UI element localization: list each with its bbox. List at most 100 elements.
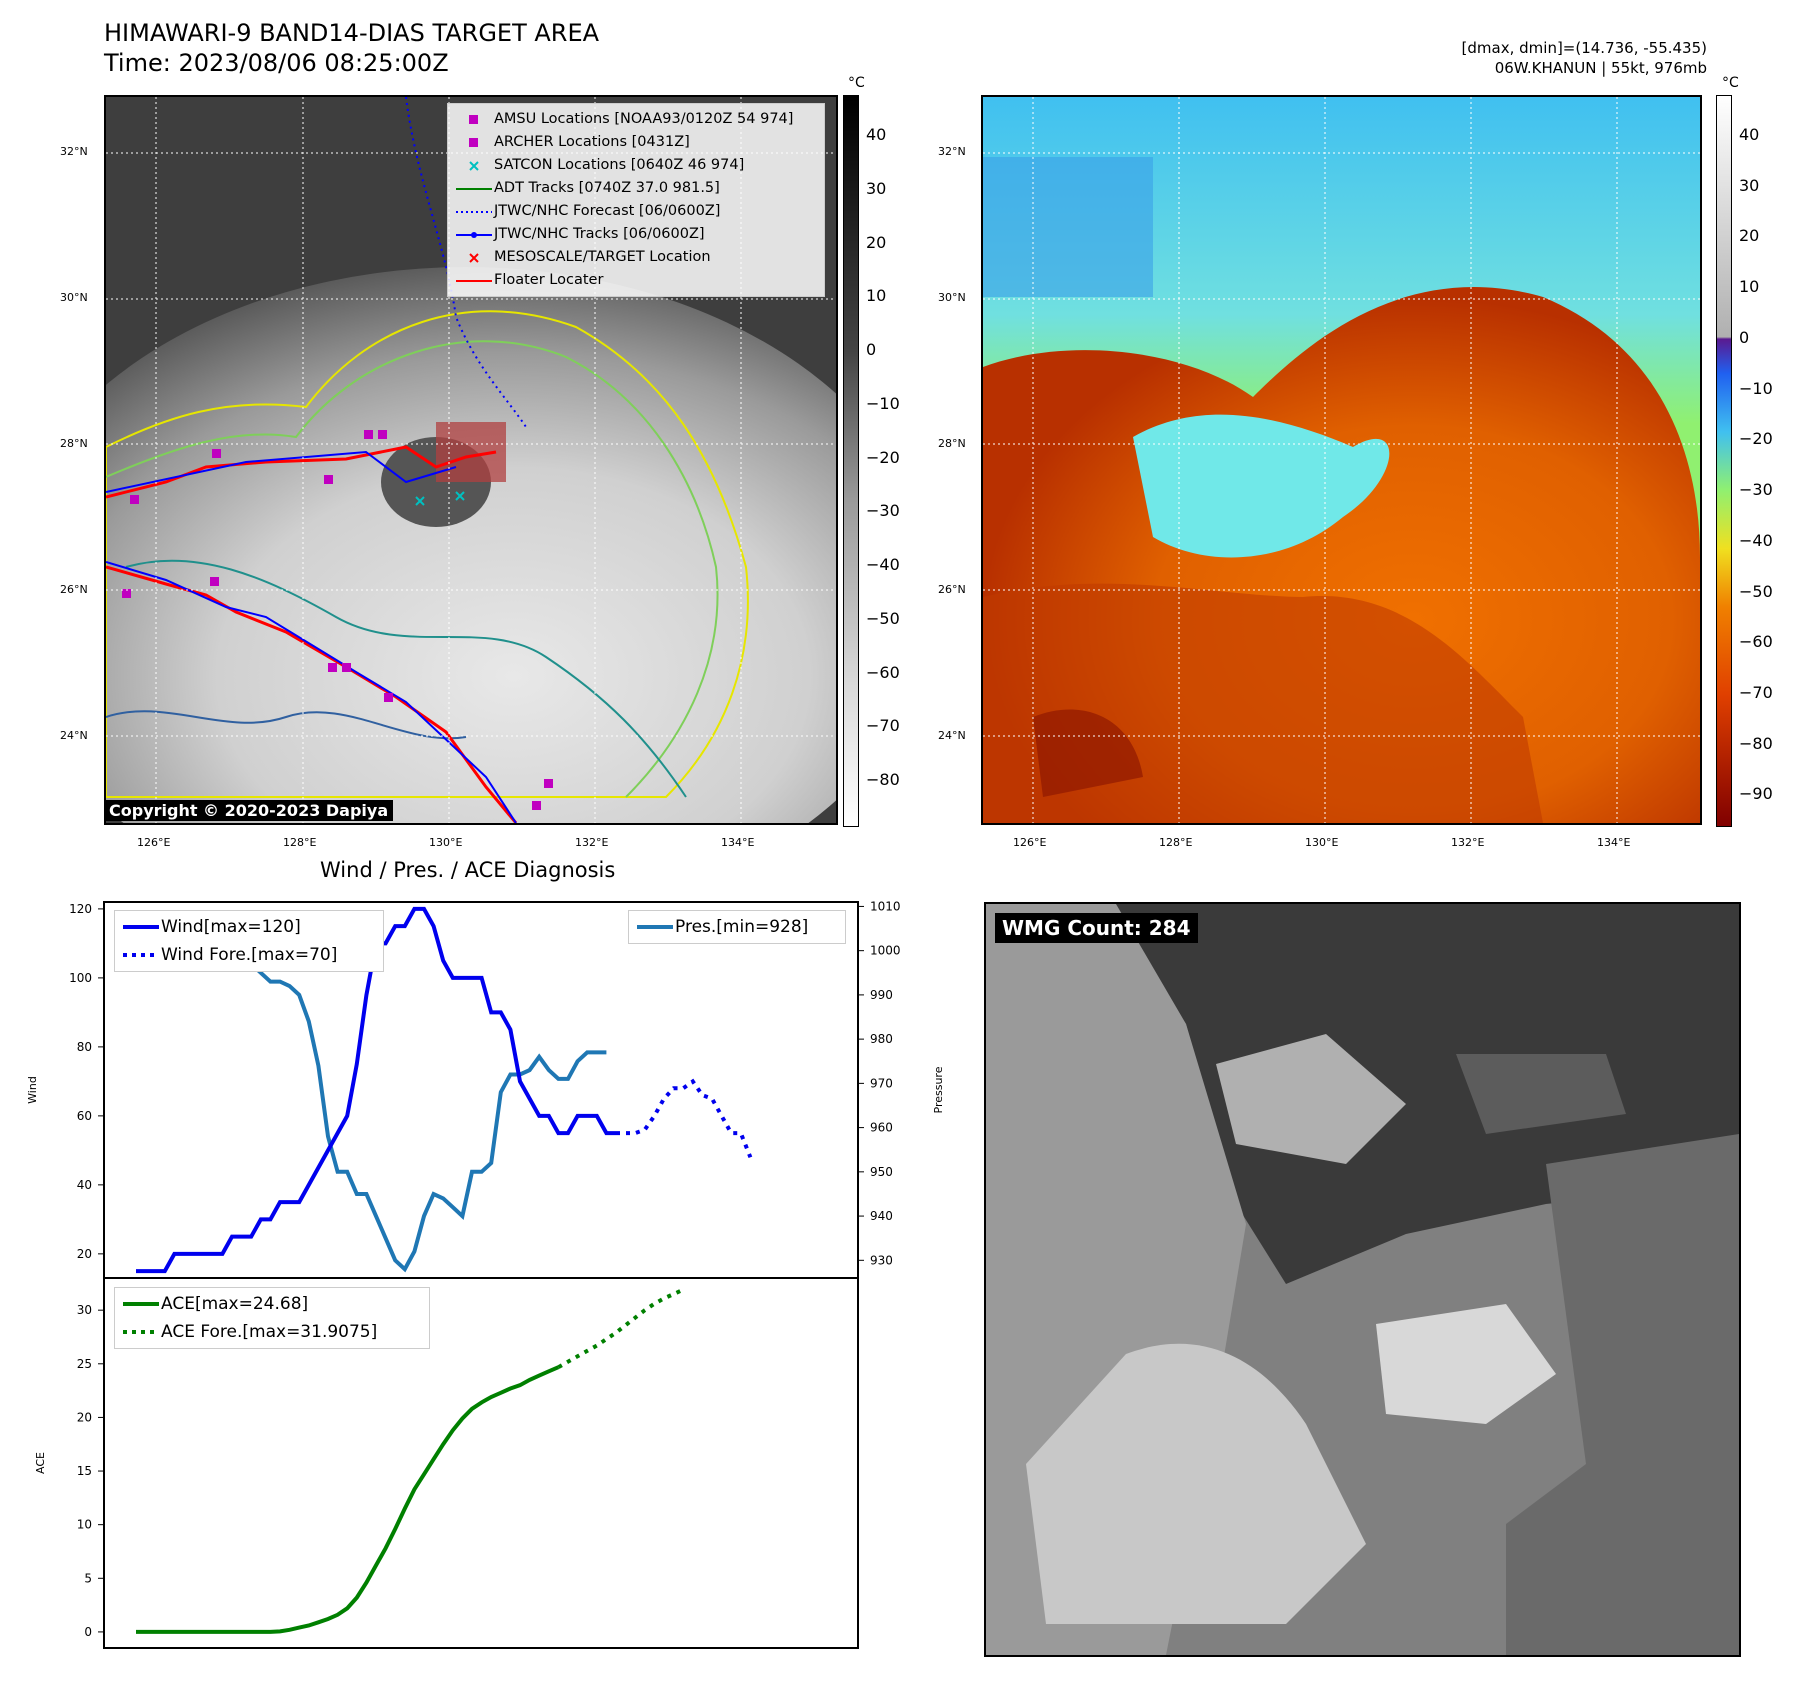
- ace-tick-label: 30: [77, 1303, 92, 1317]
- enhanced-map-canvas: [983, 97, 1700, 823]
- lat-tick: 30°N: [938, 291, 966, 304]
- colorbar-tick: −90: [1739, 784, 1773, 804]
- lon-tick: 132°E: [575, 836, 609, 849]
- legend-item-target: MESOSCALE/TARGET Location: [454, 246, 818, 269]
- contour-blue: [106, 710, 467, 740]
- lat-tick: 26°N: [60, 583, 88, 596]
- colorbar-tick: 0: [866, 340, 877, 359]
- x-marker-icon: [454, 252, 494, 263]
- colorbar-tick: 20: [866, 232, 887, 252]
- colorbar-tick: −20: [1739, 429, 1773, 449]
- colorbar-tick: −10: [866, 393, 900, 413]
- pressure-tick-label: 940: [870, 1209, 893, 1223]
- colorbar-tick: 10: [866, 286, 887, 306]
- dotted-line-icon: [454, 210, 494, 214]
- colorbar-tick: 30: [866, 178, 887, 198]
- copyright-badge: Copyright © 2020-2023 Dapiya: [104, 800, 394, 821]
- colorbar-left-unit: °C: [848, 75, 865, 91]
- legend-item-wind-forecast: Wind Fore.[max=70]: [121, 941, 377, 969]
- wind-yticks: 20 40 60 80 100 120: [69, 902, 104, 1261]
- lat-tick: 28°N: [938, 437, 966, 450]
- colorbar-tick: 40: [1739, 125, 1760, 144]
- wmg-mid-region: [1506, 1134, 1739, 1655]
- pressure-axis-label: Pressure: [932, 1066, 945, 1113]
- legend-item-jtwc-tracks: JTWC/NHC Tracks [06/0600Z]: [454, 223, 818, 246]
- line-icon: [635, 925, 675, 929]
- title-line-2: Time: 2023/08/06 08:25:00Z: [104, 49, 449, 77]
- colorbar-tick: −80: [866, 770, 900, 789]
- wind-legend: Wind[max=120] Wind Fore.[max=70]: [114, 910, 384, 972]
- lat-tick: 28°N: [60, 437, 88, 450]
- amsu-archer-markers: [122, 430, 553, 810]
- lat-tick: 24°N: [938, 729, 966, 742]
- contour-yellow: [106, 310, 749, 798]
- legend-item-amsu: AMSU Locations [NOAA93/0120Z 54 974]: [454, 108, 818, 131]
- jtwc-track-south: [106, 561, 517, 823]
- wind-tick-label: 60: [77, 1109, 92, 1123]
- colorbar-tick: −60: [1739, 632, 1773, 652]
- lon-tick: 126°E: [137, 836, 171, 849]
- lon-tick: 134°E: [1597, 836, 1631, 849]
- enhanced-ir-map-panel: [981, 95, 1702, 825]
- legend-item-satcon: SATCON Locations [0640Z 46 974]: [454, 154, 818, 177]
- wmg-light-region: [1026, 1343, 1366, 1624]
- colorbar-tick: −50: [866, 608, 900, 628]
- deep-convection: [1033, 709, 1143, 797]
- dry-slot: [1133, 414, 1390, 558]
- wind-tick-label: 20: [77, 1247, 92, 1261]
- figure-title: HIMAWARI-9 BAND14-DIAS TARGET AREA Time:…: [104, 18, 599, 78]
- ace-tick-label: 20: [77, 1410, 92, 1424]
- ace-tick-label: 15: [77, 1464, 92, 1478]
- title-line-1: HIMAWARI-9 BAND14-DIAS TARGET AREA: [104, 19, 600, 47]
- legend-item-ace: ACE[max=24.68]: [121, 1290, 423, 1318]
- wmg-light-cell: [1216, 1034, 1406, 1164]
- wmg-count-badge: WMG Count: 284: [995, 913, 1198, 943]
- pressure-tick-label: 1000: [870, 944, 901, 958]
- colorbar-tick: 30: [1739, 175, 1760, 195]
- ace-yticks: 0 5 10 15 20 25 30: [77, 1303, 104, 1639]
- lon-tick: 126°E: [1013, 836, 1047, 849]
- wind-tick-label: 120: [69, 902, 92, 916]
- map-legend: AMSU Locations [NOAA93/0120Z 54 974] ARC…: [447, 103, 825, 297]
- ace-tick-label: 25: [77, 1357, 92, 1371]
- lat-tick: 26°N: [938, 583, 966, 596]
- colorbar-tick: −70: [1739, 682, 1773, 702]
- ace-tick-label: 0: [84, 1625, 92, 1639]
- diagnosis-title: Wind / Pres. / ACE Diagnosis: [320, 858, 616, 882]
- ace-axes: [103, 1277, 859, 1649]
- legend-item-archer: ARCHER Locations [0431Z]: [454, 131, 818, 154]
- legend-item-ace-forecast: ACE Fore.[max=31.9075]: [121, 1318, 423, 1346]
- x-marker-icon: [454, 160, 494, 171]
- jtwc-track-north: [106, 450, 457, 493]
- colorbar-tick: 10: [1739, 277, 1760, 297]
- colorbar-tick: −40: [1739, 530, 1773, 550]
- colorbar-left: [843, 95, 859, 827]
- legend-item-jtwc-forecast: JTWC/NHC Forecast [06/0600Z]: [454, 200, 818, 223]
- colorbar-right: [1716, 95, 1732, 827]
- colorbar-tick: −10: [1739, 378, 1773, 398]
- pressure-legend: Pres.[min=928]: [628, 910, 846, 944]
- square-marker-icon: [454, 114, 494, 125]
- colorbar-tick: −40: [866, 555, 900, 574]
- legend-item-adt: ADT Tracks [0740Z 37.0 981.5]: [454, 177, 818, 200]
- colorbar-tick: −60: [866, 662, 900, 682]
- lat-tick: 24°N: [60, 729, 88, 742]
- lon-tick: 130°E: [429, 836, 463, 849]
- line-icon: [121, 925, 161, 929]
- lon-tick: 128°E: [1159, 836, 1193, 849]
- dotted-line-icon: [121, 1330, 161, 1334]
- line-icon: [121, 1302, 161, 1306]
- pressure-tick-label: 970: [870, 1076, 893, 1090]
- pressure-tick-label: 990: [870, 988, 893, 1002]
- ace-axis-label: ACE: [34, 1452, 47, 1474]
- dmax-dmin-text: [dmax, dmin]=(14.736, -55.435): [1461, 39, 1707, 57]
- colorbar-tick: −70: [866, 716, 900, 736]
- pressure-tick-label: 960: [870, 1121, 893, 1135]
- dotted-line-icon: [121, 953, 161, 957]
- wmg-light-patch: [1376, 1304, 1556, 1424]
- pressure-tick-label: 950: [870, 1165, 893, 1179]
- wind-forecast-line: [616, 1078, 753, 1159]
- wmg-canvas: [986, 904, 1739, 1655]
- lat-tick: 32°N: [938, 145, 966, 158]
- ace-legend: ACE[max=24.68] ACE Fore.[max=31.9075]: [114, 1287, 430, 1349]
